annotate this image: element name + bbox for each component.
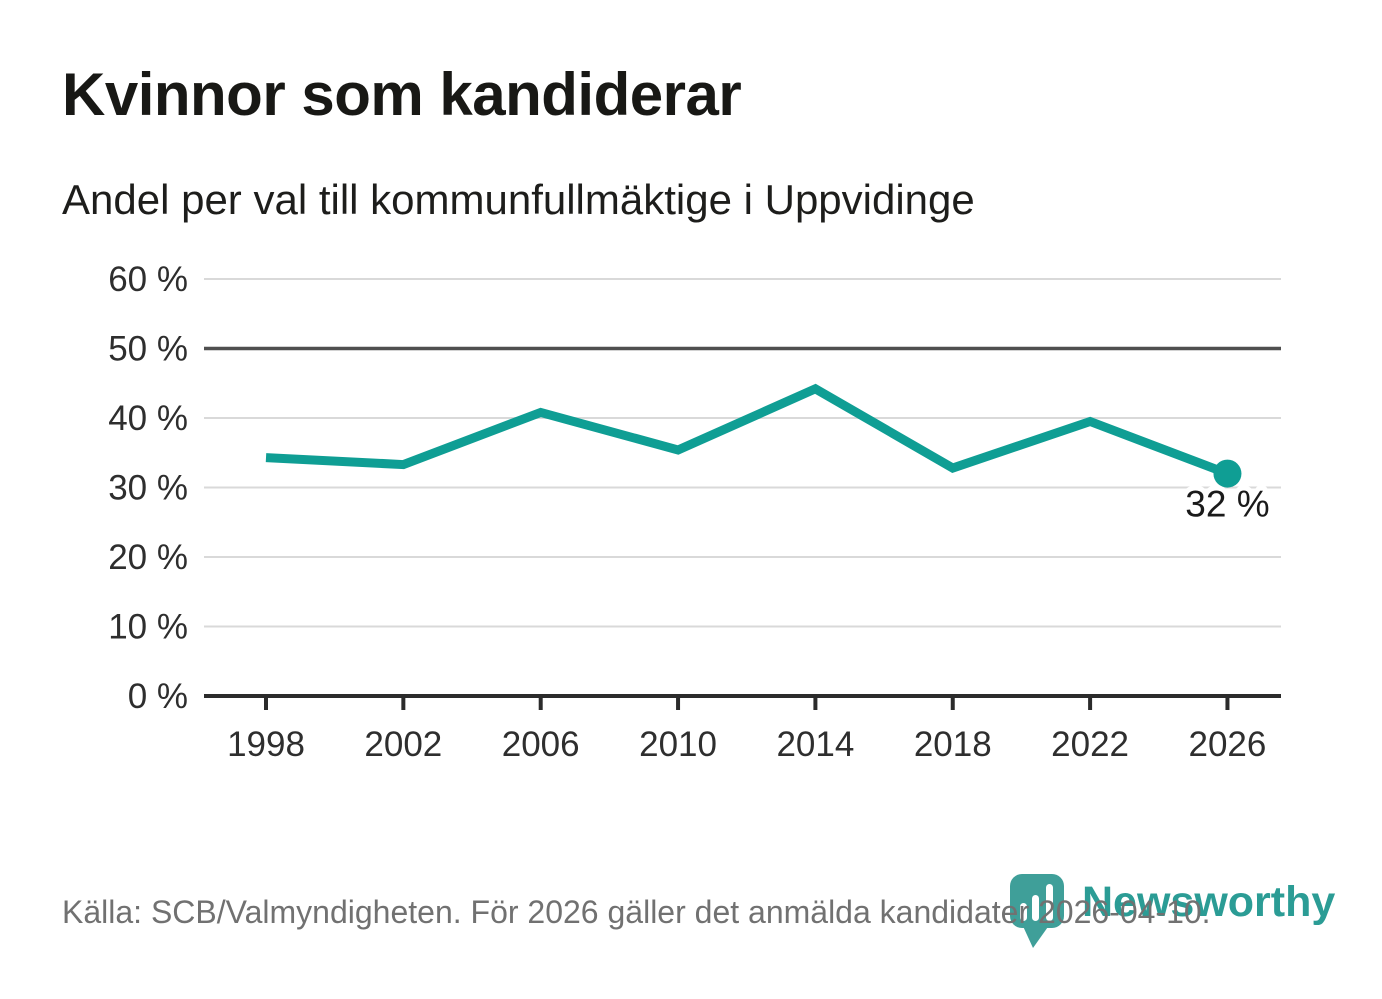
- chart-title: Kvinnor som kandiderar: [62, 61, 742, 128]
- end-point-marker: [1213, 459, 1242, 488]
- line-chart: 1998 2002 2006 2010 2014 2018 2022 2026 0 % 10 % 2…: [108, 260, 1281, 764]
- newsworthy-logo-text: Newsworthy: [1082, 878, 1336, 926]
- y-tick-label: 50 %: [108, 330, 188, 369]
- x-tick-label: 2026: [1189, 725, 1267, 764]
- chart-subtitle: Andel per val till kommunfullmäktige i U…: [62, 176, 975, 223]
- y-tick-label: 0 %: [128, 677, 188, 716]
- y-tick-label: 60 %: [108, 260, 188, 299]
- x-tick-label: 2010: [639, 725, 717, 764]
- x-tick-label: 2022: [1051, 725, 1129, 764]
- y-tick-label: 20 %: [108, 538, 188, 577]
- y-tick-label: 10 %: [108, 608, 188, 647]
- x-tick-label: 2002: [364, 725, 442, 764]
- x-tick-label: 1998: [227, 725, 305, 764]
- y-tick-label: 40 %: [108, 399, 188, 438]
- newsworthy-logo: Newsworthy: [1008, 872, 1335, 950]
- bar-chart-speech-bubble-icon: [1010, 874, 1064, 948]
- x-tick-label: 2006: [502, 725, 580, 764]
- y-tick-label: 30 %: [108, 469, 188, 508]
- x-tick-label: 2014: [776, 725, 854, 764]
- data-line: [265, 383, 1230, 478]
- source-note: Källa: SCB/Valmyndigheten. För 2026 gäll…: [62, 894, 1211, 930]
- end-value-label: 32 %: [1185, 484, 1269, 525]
- x-tick-label: 2018: [914, 725, 992, 764]
